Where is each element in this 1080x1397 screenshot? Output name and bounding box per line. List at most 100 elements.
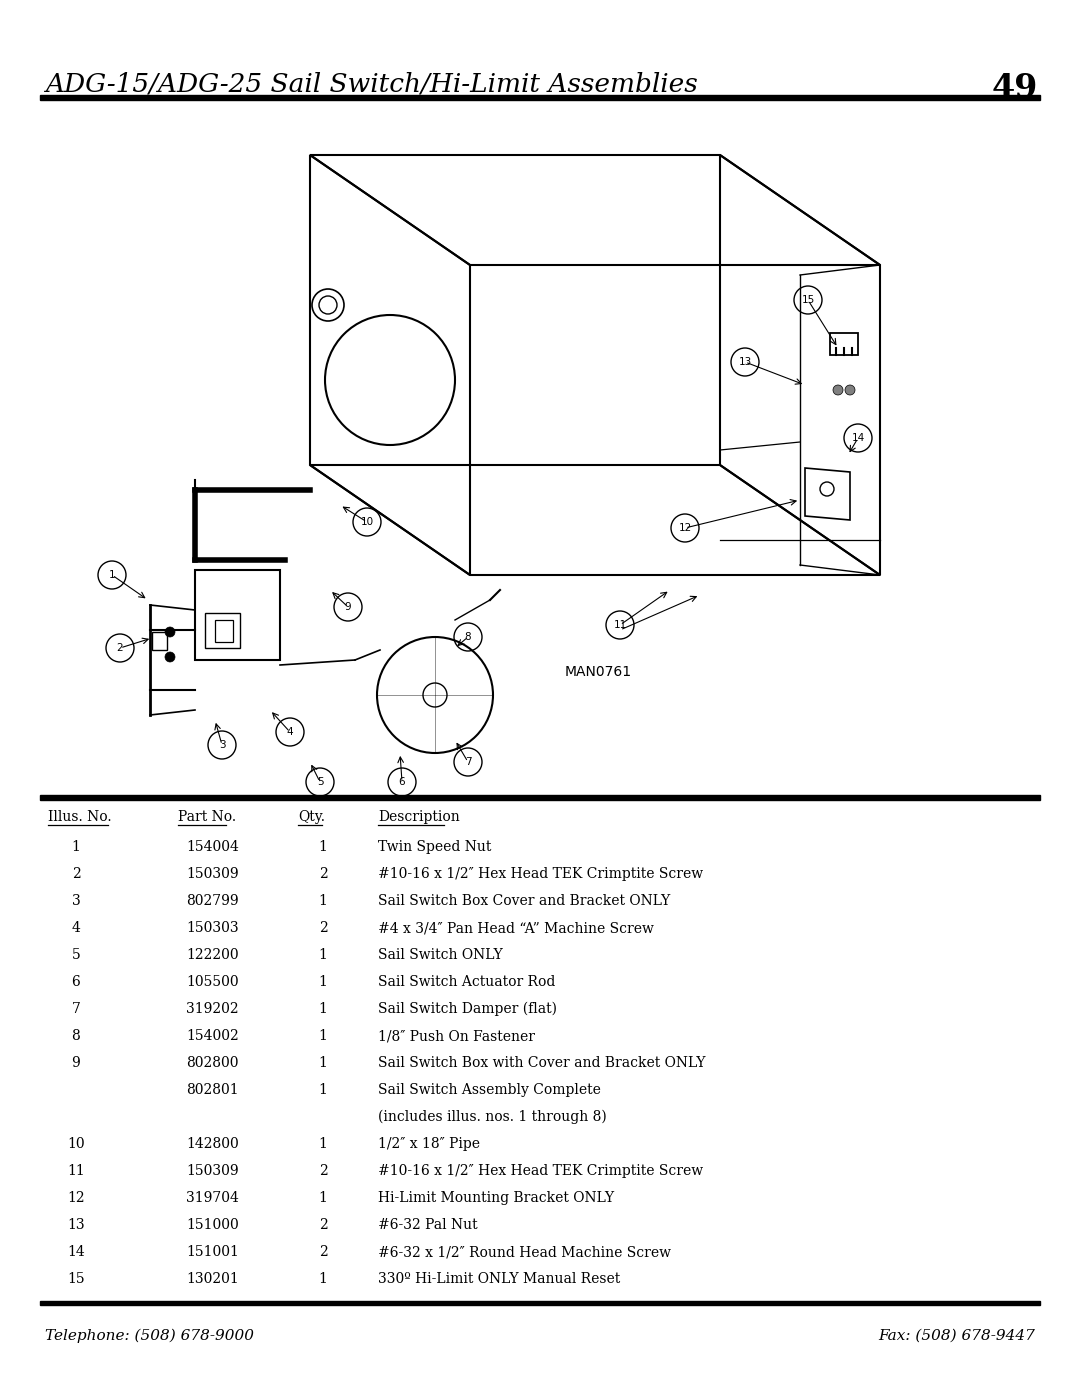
Text: Description: Description bbox=[378, 810, 460, 824]
Bar bbox=[152, 631, 167, 650]
Text: Sail Switch Damper (flat): Sail Switch Damper (flat) bbox=[378, 1002, 557, 1017]
Text: Hi-Limit Mounting Bracket ONLY: Hi-Limit Mounting Bracket ONLY bbox=[378, 1192, 615, 1206]
Text: 7: 7 bbox=[71, 1002, 80, 1016]
Text: 154002: 154002 bbox=[186, 1030, 239, 1044]
Text: 2: 2 bbox=[319, 1164, 327, 1178]
Text: 4: 4 bbox=[286, 726, 294, 738]
Text: Sail Switch ONLY: Sail Switch ONLY bbox=[378, 949, 503, 963]
Text: 12: 12 bbox=[67, 1192, 85, 1206]
Bar bbox=[40, 1301, 1040, 1305]
Text: Part No.: Part No. bbox=[178, 810, 237, 824]
Text: 1: 1 bbox=[109, 570, 116, 580]
Text: 2: 2 bbox=[117, 643, 123, 652]
Text: 49: 49 bbox=[991, 73, 1038, 105]
Text: 2: 2 bbox=[319, 1245, 327, 1259]
Text: 1: 1 bbox=[319, 1273, 327, 1287]
Text: 9: 9 bbox=[345, 602, 351, 612]
Text: 319202: 319202 bbox=[186, 1002, 239, 1016]
Text: 2: 2 bbox=[319, 921, 327, 935]
Text: 6: 6 bbox=[399, 777, 405, 787]
Text: 1: 1 bbox=[319, 894, 327, 908]
Bar bbox=[40, 95, 1040, 101]
Text: 7: 7 bbox=[464, 757, 471, 767]
Text: 319704: 319704 bbox=[186, 1192, 239, 1206]
Text: 4: 4 bbox=[71, 921, 80, 935]
Text: 8: 8 bbox=[464, 631, 471, 643]
Text: 6: 6 bbox=[71, 975, 80, 989]
Text: 802799: 802799 bbox=[186, 894, 239, 908]
Text: 1: 1 bbox=[71, 840, 80, 854]
Text: #10-16 x 1/2″ Hex Head TEK Crimptite Screw: #10-16 x 1/2″ Hex Head TEK Crimptite Scr… bbox=[378, 1164, 703, 1178]
Bar bbox=[205, 613, 240, 648]
Text: 15: 15 bbox=[801, 295, 814, 305]
Text: 5: 5 bbox=[71, 949, 80, 963]
Text: 13: 13 bbox=[739, 358, 752, 367]
Text: 14: 14 bbox=[67, 1245, 85, 1259]
Text: #10-16 x 1/2″ Hex Head TEK Crimptite Screw: #10-16 x 1/2″ Hex Head TEK Crimptite Scr… bbox=[378, 868, 703, 882]
Text: 10: 10 bbox=[361, 517, 374, 527]
Text: 150303: 150303 bbox=[186, 921, 239, 935]
Bar bbox=[831, 332, 858, 355]
Text: 1: 1 bbox=[319, 840, 327, 854]
Text: 1: 1 bbox=[319, 1083, 327, 1097]
Text: 11: 11 bbox=[613, 620, 626, 630]
Text: 8: 8 bbox=[71, 1030, 80, 1044]
Text: 9: 9 bbox=[71, 1056, 80, 1070]
Text: 1: 1 bbox=[319, 1192, 327, 1206]
Text: MAN0761: MAN0761 bbox=[565, 665, 632, 679]
Bar bbox=[215, 620, 233, 643]
Text: 1: 1 bbox=[319, 1137, 327, 1151]
Circle shape bbox=[165, 627, 175, 637]
Text: 15: 15 bbox=[67, 1273, 85, 1287]
Text: Illus. No.: Illus. No. bbox=[48, 810, 111, 824]
Bar bbox=[195, 570, 280, 659]
Text: ADG-15/ADG-25 Sail Switch/Hi-Limit Assemblies: ADG-15/ADG-25 Sail Switch/Hi-Limit Assem… bbox=[45, 73, 698, 96]
Text: 3: 3 bbox=[218, 740, 226, 750]
Text: 1/2″ x 18″ Pipe: 1/2″ x 18″ Pipe bbox=[378, 1137, 480, 1151]
Text: 150309: 150309 bbox=[186, 1164, 239, 1178]
Text: 150309: 150309 bbox=[186, 868, 239, 882]
Text: 11: 11 bbox=[67, 1164, 85, 1178]
Text: #6-32 x 1/2″ Round Head Machine Screw: #6-32 x 1/2″ Round Head Machine Screw bbox=[378, 1245, 671, 1259]
Text: Sail Switch Assembly Complete: Sail Switch Assembly Complete bbox=[378, 1083, 600, 1097]
Text: 1: 1 bbox=[319, 1056, 327, 1070]
Text: 122200: 122200 bbox=[186, 949, 239, 963]
Text: #4 x 3/4″ Pan Head “A” Machine Screw: #4 x 3/4″ Pan Head “A” Machine Screw bbox=[378, 921, 653, 935]
Circle shape bbox=[845, 386, 855, 395]
Text: Twin Speed Nut: Twin Speed Nut bbox=[378, 840, 491, 854]
Text: 151001: 151001 bbox=[186, 1245, 239, 1259]
Text: (includes illus. nos. 1 through 8): (includes illus. nos. 1 through 8) bbox=[378, 1111, 607, 1125]
Text: 13: 13 bbox=[67, 1218, 85, 1232]
Text: 330º Hi-Limit ONLY Manual Reset: 330º Hi-Limit ONLY Manual Reset bbox=[378, 1273, 620, 1287]
Text: 802801: 802801 bbox=[186, 1083, 239, 1097]
Text: 1: 1 bbox=[319, 975, 327, 989]
Text: 802800: 802800 bbox=[186, 1056, 239, 1070]
Text: Sail Switch Actuator Rod: Sail Switch Actuator Rod bbox=[378, 975, 555, 989]
Text: 5: 5 bbox=[316, 777, 323, 787]
Text: 2: 2 bbox=[71, 868, 80, 882]
Text: 10: 10 bbox=[67, 1137, 85, 1151]
Text: 2: 2 bbox=[319, 1218, 327, 1232]
Text: 142800: 142800 bbox=[186, 1137, 239, 1151]
Text: 1: 1 bbox=[319, 1002, 327, 1016]
Text: Sail Switch Box Cover and Bracket ONLY: Sail Switch Box Cover and Bracket ONLY bbox=[378, 894, 671, 908]
Text: 1/8″ Push On Fastener: 1/8″ Push On Fastener bbox=[378, 1030, 535, 1044]
Text: 2: 2 bbox=[319, 868, 327, 882]
Text: #6-32 Pal Nut: #6-32 Pal Nut bbox=[378, 1218, 477, 1232]
Text: 1: 1 bbox=[319, 949, 327, 963]
Text: 12: 12 bbox=[678, 522, 691, 534]
Text: 1: 1 bbox=[319, 1030, 327, 1044]
Text: 151000: 151000 bbox=[186, 1218, 239, 1232]
Text: Sail Switch Box with Cover and Bracket ONLY: Sail Switch Box with Cover and Bracket O… bbox=[378, 1056, 705, 1070]
Text: Telephone: (508) 678-9000: Telephone: (508) 678-9000 bbox=[45, 1329, 254, 1344]
Text: Fax: (508) 678-9447: Fax: (508) 678-9447 bbox=[878, 1329, 1035, 1343]
Bar bbox=[40, 795, 1040, 800]
Text: 14: 14 bbox=[851, 433, 865, 443]
Text: 154004: 154004 bbox=[186, 840, 239, 854]
Circle shape bbox=[165, 652, 175, 662]
Text: 3: 3 bbox=[71, 894, 80, 908]
Text: Qty.: Qty. bbox=[298, 810, 325, 824]
Circle shape bbox=[833, 386, 843, 395]
Text: 105500: 105500 bbox=[186, 975, 239, 989]
Text: 130201: 130201 bbox=[186, 1273, 239, 1287]
